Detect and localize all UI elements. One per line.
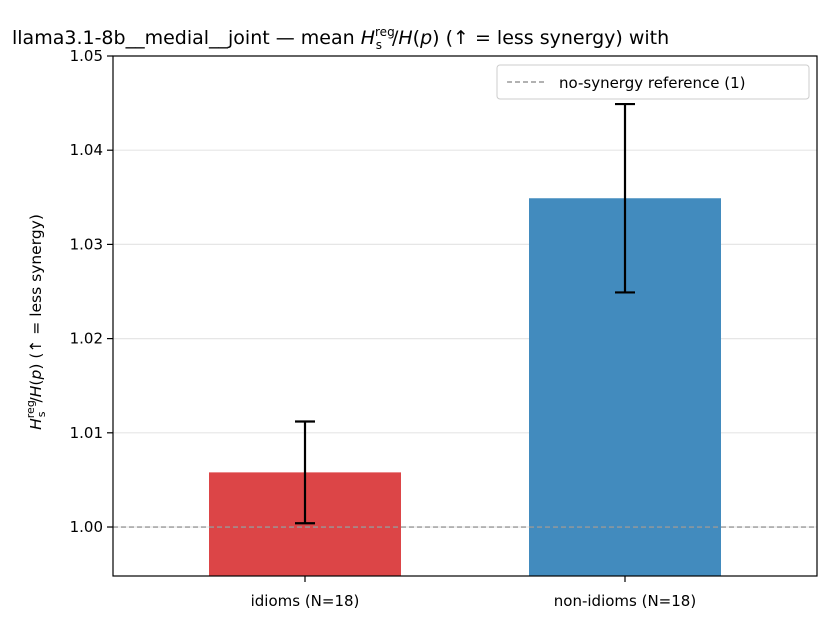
x-tick-label: non-idioms (N=18) [554,592,696,610]
y-tick-label: 1.05 [70,47,103,65]
y-axis-label: Hregs/H(p) (↑ = less synergy) [24,214,48,430]
chart-title: llama3.1-8b__medial__joint — mean Hreg s /… [12,25,669,52]
y-tick-label: 1.00 [70,518,103,536]
error-bars [295,102,635,525]
legend: no-synergy reference (1) [496,64,810,100]
y-tick-label: 1.01 [70,424,103,442]
x-tick-label: idioms (N=18) [251,592,360,610]
legend-frame [496,64,810,100]
y-tick-label: 1.02 [70,330,103,348]
axes: 1.00 1.01 1.02 1.03 1.04 1.05 idioms (N=18) non… [70,47,818,610]
bars [209,198,721,576]
y-tick-label: 1.04 [70,141,103,159]
legend-reference-label: no-synergy reference (1) [559,74,746,92]
y-tick-label: 1.03 [70,235,103,253]
plot-frame [112,55,818,577]
